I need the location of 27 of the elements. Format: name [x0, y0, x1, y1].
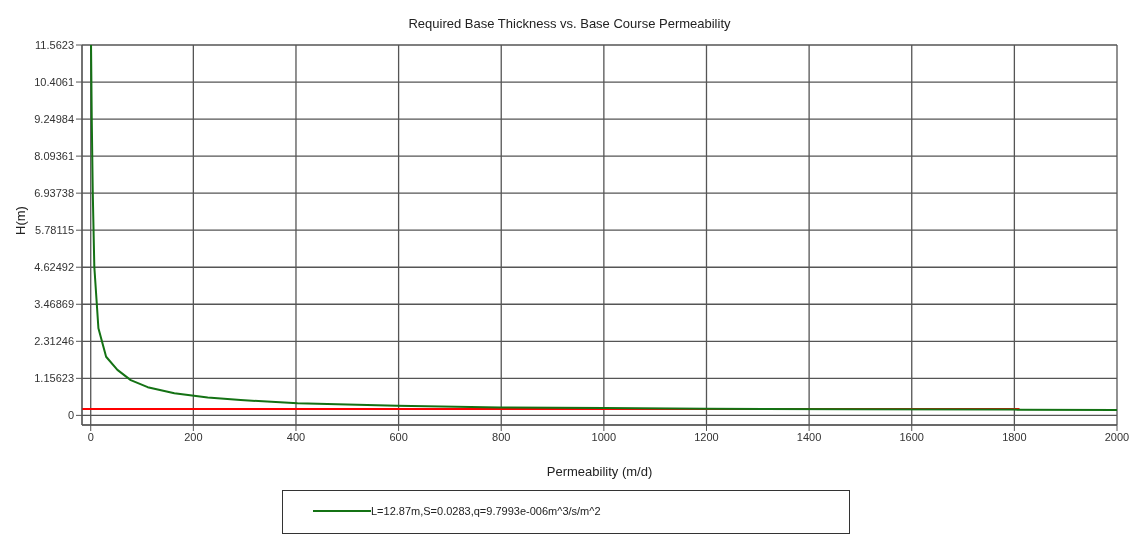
y-tick-label: 3.46869 [34, 298, 74, 311]
x-tick-label: 200 [184, 430, 203, 443]
y-tick-label: 10.4061 [34, 75, 74, 88]
line-series [90, 45, 1117, 411]
x-tick-label: 1600 [899, 430, 924, 443]
y-tick-label: 4.62492 [34, 261, 74, 274]
x-tick-label: 800 [492, 430, 511, 443]
y-tick-label: 1.15623 [34, 372, 74, 385]
x-axis-title: Permeability (m/d) [546, 464, 653, 479]
y-tick-label: 9.24984 [34, 112, 74, 125]
x-tick-label: 1200 [694, 430, 719, 443]
y-tick-label: 8.09361 [34, 150, 74, 163]
x-tick-label: 600 [389, 430, 408, 443]
x-tick-label: 1400 [796, 430, 822, 443]
x-tick-label: 400 [286, 430, 306, 443]
y-axis-title: H(m) [12, 206, 28, 235]
chart-title: Required Base Thickness vs. Base Course Permeability [407, 16, 732, 31]
text: L=12.87m,S=0.0283,q=9.7993e-006m^3/s/m^2 [371, 505, 601, 517]
y-tick-label: 2.31246 [34, 335, 74, 348]
y-tick-label: 5.78115 [35, 224, 74, 237]
y-tick-label: 11.5623 [35, 38, 74, 51]
x-tick-label: 1800 [1002, 430, 1027, 443]
x-tick-label: 1000 [591, 430, 617, 443]
y-tick-label: 0 [67, 409, 74, 422]
y-tick-label: 6.93738 [34, 187, 74, 200]
x-tick-label: 2000 [1104, 430, 1130, 443]
x-tick-label: 0 [87, 430, 94, 443]
